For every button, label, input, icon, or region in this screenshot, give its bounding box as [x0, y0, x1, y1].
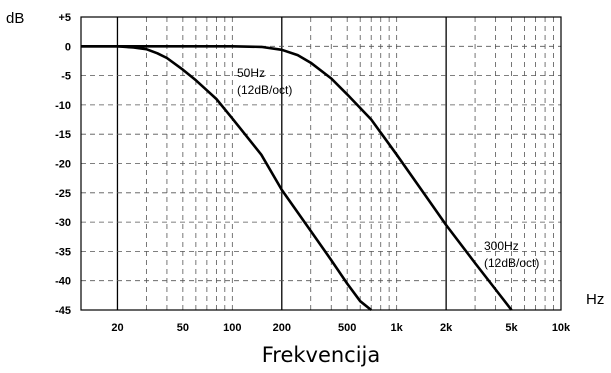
curve-annotation-50hz: (12dB/oct)	[237, 83, 292, 97]
y-tick-label: -40	[55, 276, 71, 288]
plot-frame	[80, 16, 562, 311]
curve-annotation-300hz: 300Hz	[484, 239, 519, 253]
series-line-300hz	[81, 45, 513, 311]
curve-annotation-50hz: 50Hz	[237, 66, 265, 80]
series-line-50hz	[81, 45, 373, 312]
y-tick-label: -20	[55, 159, 71, 171]
y-tick-label: -45	[55, 305, 71, 317]
annotations: 50Hz (12dB/oct) 300Hz (12dB/oct)	[237, 66, 539, 270]
y-tick-label: +5	[58, 12, 71, 24]
y-tick-labels: +5 0 -5 -10 -15 -20 -25 -30 -35 -40 -45	[55, 12, 71, 317]
x-tick-label: 500	[338, 322, 356, 334]
y-tick-label: -10	[55, 100, 71, 112]
y-tick-label: -30	[55, 217, 71, 229]
x-tick-label: 2k	[440, 322, 453, 334]
curve-annotation-300hz: (12dB/oct)	[484, 256, 539, 270]
x-tick-label: 100	[223, 322, 241, 334]
x-tick-label: 200	[273, 322, 291, 334]
x-tick-label: 1k	[391, 322, 404, 334]
y-tick-label: -25	[55, 188, 71, 200]
x-tick-label: 10k	[552, 322, 571, 334]
x-axis-title: Frekvencija	[262, 343, 381, 367]
x-tick-label: 50	[177, 322, 189, 334]
y-tick-label: -15	[55, 129, 71, 141]
x-tick-label: 20	[111, 322, 123, 334]
series-group	[81, 45, 513, 312]
y-tick-label: -5	[61, 71, 71, 83]
x-axis-unit-label: Hz	[586, 291, 604, 308]
y-tick-label: 0	[65, 41, 71, 53]
x-tick-label: 5k	[505, 322, 518, 334]
y-tick-label: -35	[55, 246, 71, 258]
y-axis-unit-label: dB	[6, 10, 24, 27]
x-tick-labels: 20 50 100 200 500 1k 2k 5k 10k	[111, 322, 571, 334]
